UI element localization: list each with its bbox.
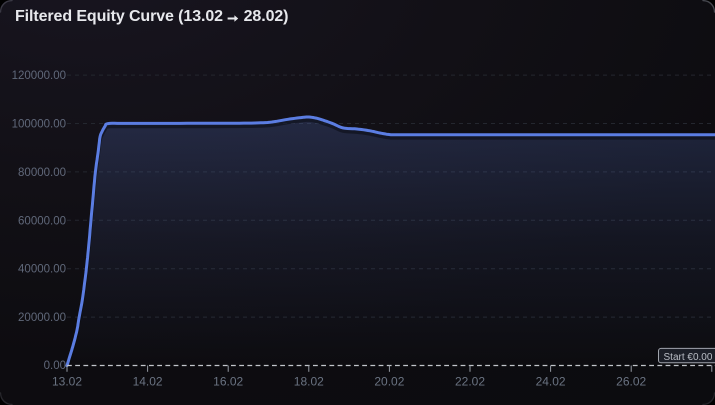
svg-text:Start €0.00: Start €0.00	[664, 352, 713, 363]
svg-text:40000.00: 40000.00	[18, 264, 66, 276]
svg-text:120000.00: 120000.00	[12, 70, 66, 82]
svg-text:22.02: 22.02	[455, 375, 485, 389]
svg-text:0.00: 0.00	[44, 360, 66, 372]
svg-text:26.02: 26.02	[616, 375, 646, 389]
svg-text:16.02: 16.02	[213, 375, 243, 389]
svg-text:18.02: 18.02	[294, 375, 324, 389]
svg-text:100000.00: 100000.00	[12, 119, 66, 131]
svg-text:80000.00: 80000.00	[18, 167, 66, 179]
svg-text:13.02: 13.02	[52, 375, 82, 389]
svg-text:14.02: 14.02	[133, 375, 163, 389]
svg-text:60000.00: 60000.00	[18, 215, 66, 227]
svg-text:20.02: 20.02	[374, 375, 404, 389]
svg-text:20000.00: 20000.00	[18, 312, 66, 324]
svg-text:24.02: 24.02	[536, 375, 566, 389]
